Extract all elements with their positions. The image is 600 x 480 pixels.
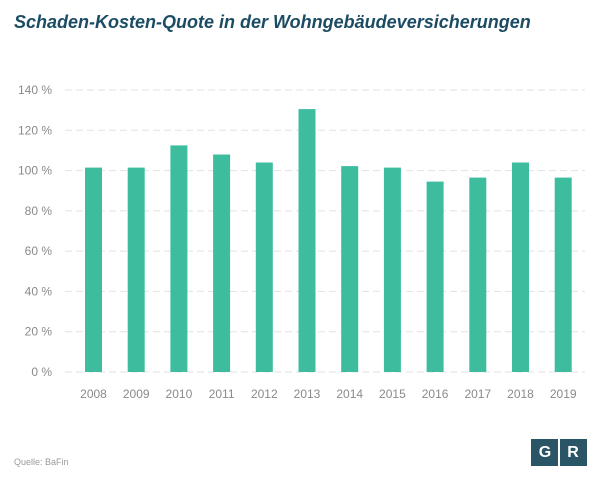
bar-2009 <box>127 167 145 372</box>
y-tick-label: 20 % <box>25 325 53 339</box>
x-tick-label: 2011 <box>209 387 235 401</box>
logo-divider <box>558 439 560 466</box>
y-tick-label: 140 % <box>18 83 52 97</box>
x-axis-ticks: 2008 2009 2010 2011 2012 2013 2014 2015 2016 2017… <box>80 387 577 401</box>
bar-2013 <box>298 109 316 372</box>
grid-lines <box>65 89 585 373</box>
y-tick-label: 0 % <box>31 365 52 379</box>
x-tick-label: 2017 <box>464 387 491 401</box>
y-tick-label: 100 % <box>18 164 52 178</box>
y-tick-label: 80 % <box>25 204 53 218</box>
y-tick-label: 120 % <box>18 123 52 137</box>
bar-2011 <box>213 154 231 372</box>
x-tick-label: 2009 <box>123 387 150 401</box>
logo-letter-r: R <box>567 443 579 461</box>
x-tick-label: 2013 <box>294 387 321 401</box>
y-tick-label: 60 % <box>25 244 53 258</box>
y-axis-ticks: 0 % 20 % 40 % 60 % 80 % 100 % 120 % 140 % <box>18 83 52 379</box>
bar-2014 <box>341 166 359 372</box>
x-tick-label: 2019 <box>550 387 577 401</box>
x-tick-label: 2014 <box>336 387 363 401</box>
x-tick-label: 2015 <box>379 387 406 401</box>
bar-2018 <box>512 162 529 372</box>
bar-2016 <box>426 181 444 372</box>
y-tick-label: 40 % <box>25 284 53 298</box>
x-tick-label: 2010 <box>166 387 193 401</box>
bar-2008 <box>85 167 102 372</box>
x-tick-label: 2012 <box>251 387 278 401</box>
x-tick-label: 2018 <box>507 387 534 401</box>
x-tick-label: 2008 <box>80 387 107 401</box>
gr-logo: G R <box>531 439 587 466</box>
bar-2017 <box>469 177 487 372</box>
source-note: Quelle: BaFin <box>14 457 69 467</box>
bar-2012 <box>255 162 273 372</box>
bar-2019 <box>554 177 572 372</box>
bar-2010 <box>170 145 188 372</box>
bar-2015 <box>383 167 401 372</box>
bar-series <box>85 109 572 372</box>
chart-title: Schaden-Kosten-Quote in der Wohngebäudev… <box>14 12 531 32</box>
logo-letter-g: G <box>538 443 552 461</box>
x-tick-label: 2016 <box>422 387 449 401</box>
